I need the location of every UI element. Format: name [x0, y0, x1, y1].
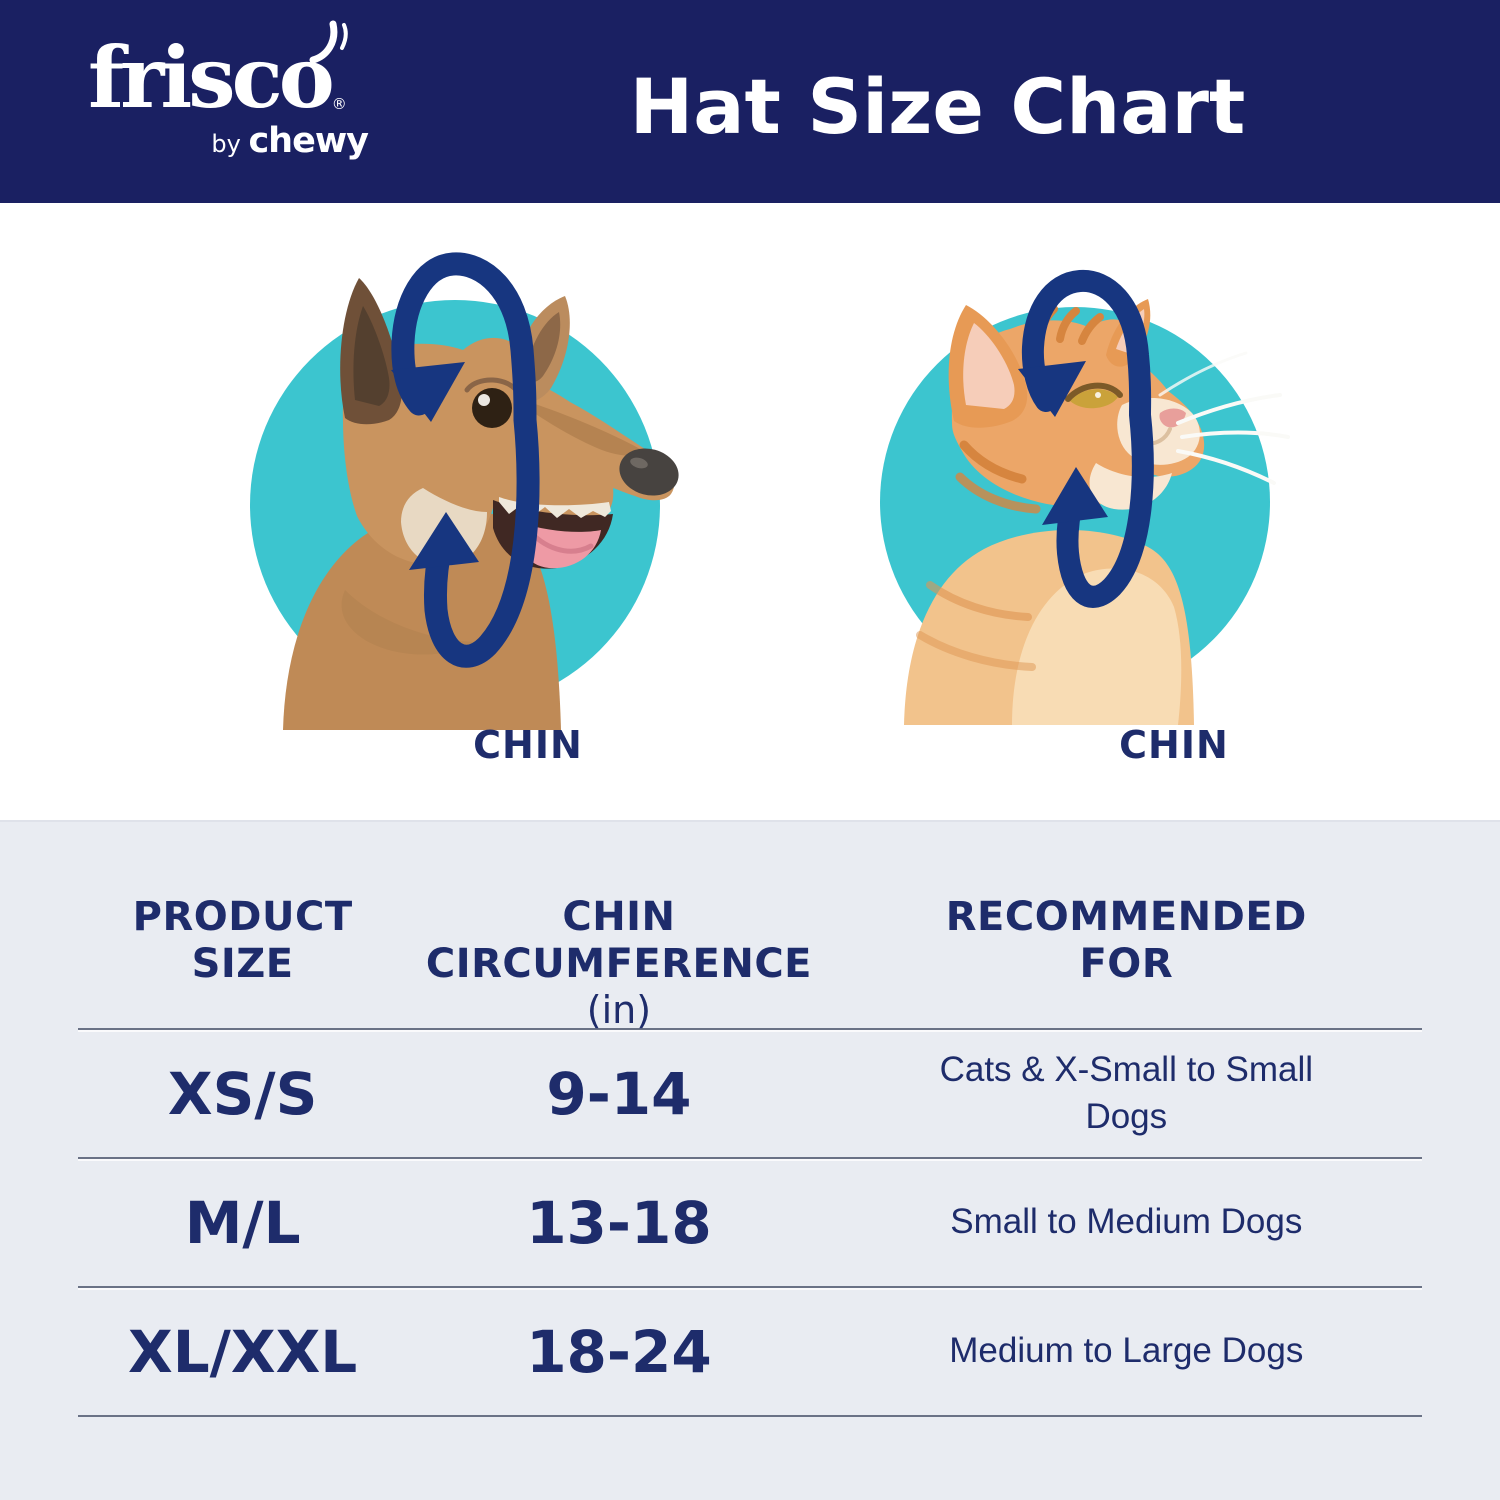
chin-label-dog: CHIN	[473, 723, 583, 767]
brand-header: frisco ® by chewy Hat Size Chart	[0, 0, 1500, 203]
cell-chin-circumference: 9-14	[546, 1059, 692, 1128]
frisco-wordmark-text: frisco	[88, 28, 335, 127]
whisker-flourish-icon	[309, 20, 348, 64]
measuring-loop-icon	[391, 252, 540, 668]
registered-trademark: ®	[331, 95, 347, 113]
illustration-section: CHIN CHIN	[0, 203, 1500, 820]
cat-photo-illustration	[880, 269, 1290, 725]
arrow-down-icon	[1018, 361, 1086, 417]
page-title: Hat Size Chart	[629, 62, 1246, 151]
table-row: XS/S 9-14 Cats & X-Small to Small Dogs	[78, 1030, 1422, 1159]
by-chewy: by chewy	[88, 121, 369, 161]
frisco-wordmark: frisco ®	[88, 20, 348, 120]
column-header-product-size: PRODUCT SIZE	[132, 894, 353, 988]
dog-photo-illustration	[250, 252, 679, 730]
measuring-loop-icon	[1018, 269, 1154, 608]
whiskers	[1158, 351, 1290, 485]
cell-product-size: M/L	[184, 1188, 301, 1257]
size-table: PRODUCT SIZE CHIN CIRCUMFERENCE (in) REC…	[0, 820, 1500, 1500]
arrow-up-icon	[409, 512, 479, 570]
frisco-logo: frisco ® by chewy	[88, 20, 369, 161]
chin-label-cat: CHIN	[1119, 723, 1229, 767]
column-header-recommended-for: RECOMMENDED FOR	[945, 894, 1307, 988]
chewy-wordmark: chewy	[248, 121, 369, 161]
cell-product-size: XL/XXL	[128, 1317, 358, 1386]
cell-recommended-for: Small to Medium Dogs	[950, 1202, 1303, 1242]
table-header-row: PRODUCT SIZE CHIN CIRCUMFERENCE (in) REC…	[78, 822, 1422, 1033]
cell-product-size: XS/S	[167, 1059, 318, 1128]
table-row: XL/XXL 18-24 Medium to Large Dogs	[78, 1288, 1422, 1417]
column-header-chin-circumference: CHIN CIRCUMFERENCE (in)	[407, 894, 830, 1033]
cell-recommended-for: Cats & X-Small to Small Dogs	[939, 1050, 1314, 1136]
cell-chin-circumference: 13-18	[526, 1188, 712, 1257]
by-text: by	[211, 130, 241, 158]
arrow-down-icon	[391, 362, 465, 422]
cell-chin-circumference: 18-24	[526, 1317, 712, 1386]
table-row: M/L 13-18 Small to Medium Dogs	[78, 1159, 1422, 1288]
cell-recommended-for: Medium to Large Dogs	[949, 1331, 1304, 1371]
arrow-up-icon	[1042, 467, 1108, 525]
column-header-unit: (in)	[586, 988, 652, 1033]
